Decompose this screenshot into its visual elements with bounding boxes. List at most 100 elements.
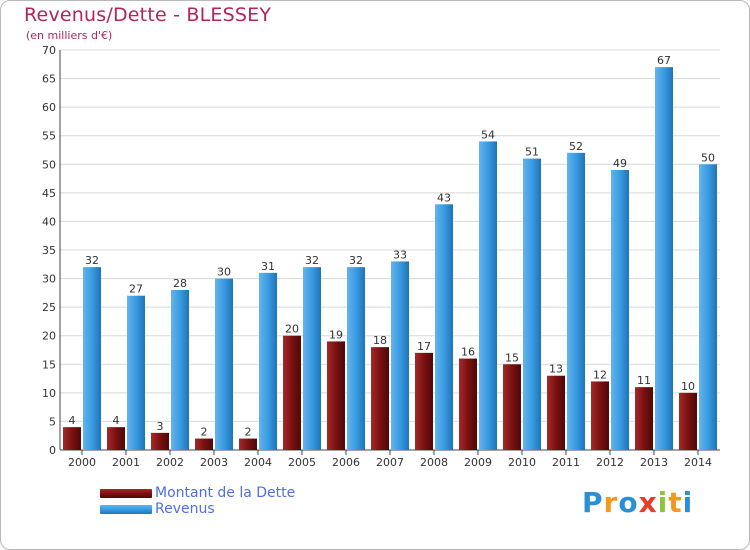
logo-letter: i [657, 486, 669, 519]
bar-revenus [479, 141, 497, 450]
bar-revenus [435, 204, 453, 450]
y-tick-label: 30 [42, 273, 56, 286]
bar-revenus [127, 295, 145, 450]
y-tick-label: 55 [42, 130, 56, 143]
bar-revenus [83, 267, 101, 450]
y-tick-label: 20 [42, 330, 56, 343]
x-tick-label: 2010 [508, 456, 536, 469]
data-label-dette: 2 [245, 426, 252, 439]
y-tick-label: 50 [42, 158, 56, 171]
logo-letter: r [603, 486, 619, 519]
bar-revenus [259, 272, 277, 450]
bar-revenus [391, 261, 409, 450]
y-tick-label: 60 [42, 101, 56, 114]
y-tick-label: 40 [42, 215, 56, 228]
data-label-revenus: 31 [261, 260, 275, 273]
x-tick-label: 2000 [68, 456, 96, 469]
data-label-revenus: 27 [129, 283, 143, 296]
data-label-revenus: 49 [613, 157, 627, 170]
bar-revenus [655, 67, 673, 451]
bar-dette [107, 427, 125, 450]
bar-dette [679, 392, 697, 450]
x-tick-label: 2009 [464, 456, 492, 469]
data-label-dette: 2 [201, 426, 208, 439]
y-tick-label: 65 [42, 73, 56, 86]
bar-dette [151, 432, 169, 450]
bar-dette [195, 438, 213, 450]
y-tick-label: 10 [42, 387, 56, 400]
y-tick-label: 35 [42, 244, 56, 257]
data-label-revenus: 67 [657, 54, 671, 67]
bar-dette [283, 335, 301, 450]
bar-dette [63, 427, 81, 450]
bar-dette [591, 381, 609, 450]
x-tick-label: 2007 [376, 456, 404, 469]
logo-letter: x [638, 486, 658, 519]
data-label-dette: 3 [157, 420, 164, 433]
bar-dette [327, 341, 345, 450]
y-tick-label: 45 [42, 187, 56, 200]
x-tick-label: 2013 [640, 456, 668, 469]
data-label-revenus: 33 [393, 248, 407, 261]
data-label-dette: 16 [461, 346, 475, 359]
logo-letter: i [682, 486, 694, 519]
proxiti-logo: Proxiti [582, 486, 693, 519]
bar-dette [547, 375, 565, 450]
x-tick-label: 2002 [156, 456, 184, 469]
data-label-dette: 15 [505, 351, 519, 364]
x-tick-label: 2008 [420, 456, 448, 469]
logo-letter: t [668, 486, 683, 519]
bar-dette [459, 358, 477, 450]
data-label-revenus: 32 [349, 254, 363, 267]
bar-revenus [699, 164, 717, 451]
bar-revenus [611, 170, 629, 450]
bar-dette [503, 364, 521, 450]
data-label-dette: 17 [417, 340, 431, 353]
data-label-dette: 11 [637, 374, 651, 387]
legend-label-revenus: Revenus [155, 501, 215, 517]
data-label-revenus: 51 [525, 146, 539, 159]
bar-dette [635, 387, 653, 450]
x-tick-label: 2001 [112, 456, 140, 469]
data-label-revenus: 32 [85, 254, 99, 267]
bar-revenus [303, 267, 321, 450]
legend-swatch-revenus [100, 505, 152, 514]
bar-dette [239, 438, 257, 450]
data-label-dette: 19 [329, 328, 343, 341]
data-label-revenus: 54 [481, 128, 495, 141]
x-tick-label: 2005 [288, 456, 316, 469]
data-label-revenus: 28 [173, 277, 187, 290]
y-tick-label: 25 [42, 301, 56, 314]
chart-subtitle: (en milliers d'€) [26, 29, 113, 42]
bar-revenus [347, 267, 365, 450]
bar-dette [371, 347, 389, 450]
data-label-revenus: 32 [305, 254, 319, 267]
data-label-dette: 20 [285, 323, 299, 336]
data-label-revenus: 30 [217, 266, 231, 279]
y-tick-label: 5 [49, 415, 56, 428]
legend-swatch-dette [100, 489, 152, 498]
data-label-dette: 4 [69, 414, 76, 427]
data-label-dette: 4 [113, 414, 120, 427]
y-tick-label: 0 [49, 444, 56, 457]
y-tick-label: 70 [42, 44, 56, 57]
x-tick-label: 2004 [244, 456, 272, 469]
x-tick-label: 2014 [684, 456, 712, 469]
data-label-dette: 10 [681, 380, 695, 393]
data-label-revenus: 52 [569, 140, 583, 153]
data-label-dette: 13 [549, 363, 563, 376]
x-tick-label: 2006 [332, 456, 360, 469]
page-title: Revenus/Dette - BLESSEY [24, 4, 272, 26]
bar-dette [415, 352, 433, 450]
bar-revenus [171, 290, 189, 450]
x-tick-label: 2011 [552, 456, 580, 469]
bar-revenus [215, 278, 233, 450]
data-label-dette: 12 [593, 368, 607, 381]
data-label-revenus: 43 [437, 191, 451, 204]
data-label-revenus: 50 [701, 151, 715, 164]
x-tick-label: 2003 [200, 456, 228, 469]
bar-revenus [523, 158, 541, 451]
legend-label-dette: Montant de la Dette [155, 485, 296, 501]
logo-letter: P [582, 486, 604, 519]
